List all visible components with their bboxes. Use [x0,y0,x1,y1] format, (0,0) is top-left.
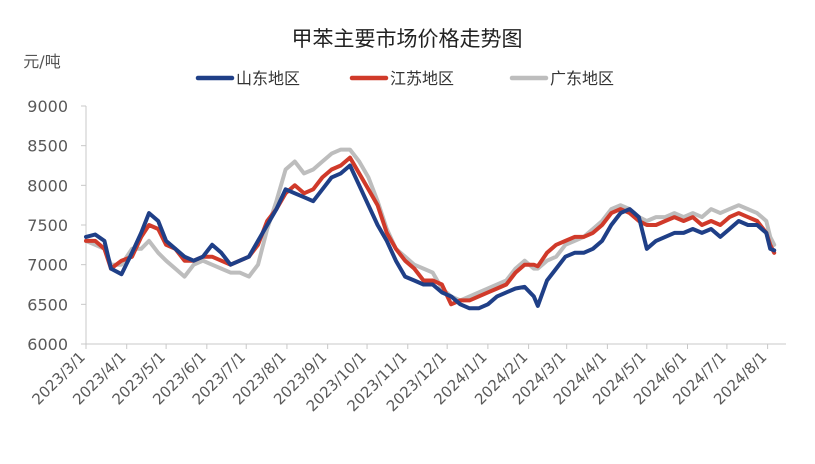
y-tick-label: 7000 [27,256,68,275]
y-tick-label: 9000 [27,97,68,116]
legend: 山东地区 江苏地区 广东地区 [195,69,614,88]
legend-label: 广东地区 [550,69,614,88]
y-tick-label: 7500 [27,216,68,235]
legend-label: 江苏地区 [390,69,454,88]
y-tick-label: 6500 [27,295,68,314]
y-axis-unit-label: 元/吨 [23,52,60,71]
y-tick-label: 6000 [27,335,68,354]
legend-item-1: 山东地区 [195,69,300,88]
series-line-3 [84,147,777,303]
y-tick-label: 8500 [27,137,68,156]
series-line-1 [84,163,777,311]
x-axis: 2023/3/12023/4/12023/5/12023/6/12023/7/1… [28,343,786,415]
legend-label: 山东地区 [236,69,300,88]
legend-item-2: 江苏地区 [349,69,454,88]
series-line-2 [84,155,777,307]
plot-area [84,147,777,311]
y-tick-label: 8000 [27,176,68,195]
legend-item-3: 广东地区 [509,69,614,88]
y-axis: 6000 6500 7000 7500 8000 8500 9000 [27,97,87,354]
chart-title: 甲苯主要市场价格走势图 [292,27,523,51]
